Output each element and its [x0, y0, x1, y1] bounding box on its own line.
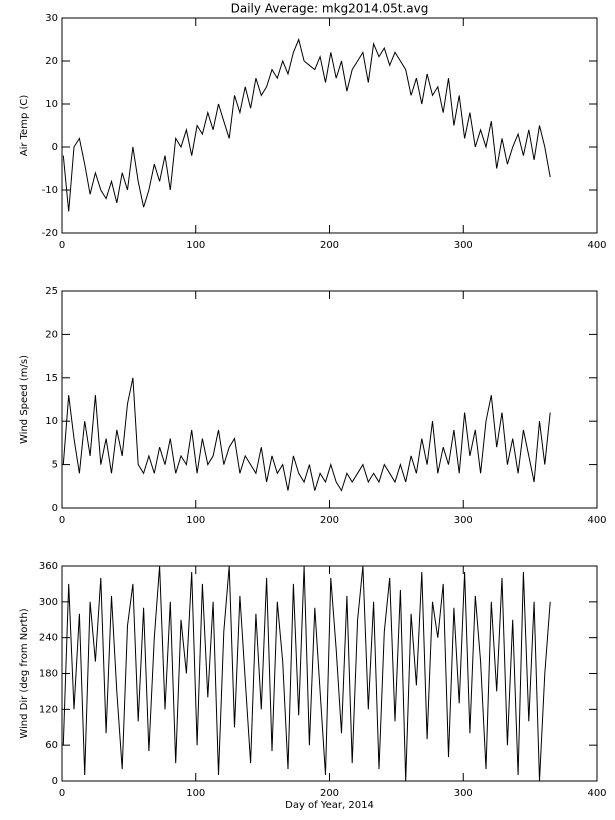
y-tick-label: 10 — [45, 416, 58, 427]
x-tick-label: 200 — [320, 240, 339, 251]
x-tick-label: 400 — [587, 240, 606, 251]
y-tick-label: 20 — [45, 56, 58, 67]
y-tick-label: 180 — [39, 669, 58, 680]
chart-title: Daily Average: mkg2014.05t.avg — [231, 2, 429, 16]
y-tick-label: 60 — [45, 740, 58, 751]
y-tick-label: 15 — [45, 373, 58, 384]
y-tick-label: 360 — [39, 561, 58, 572]
x-tick-label: 300 — [454, 515, 473, 526]
y-tick-label: 0 — [52, 776, 58, 787]
x-tick-label: 200 — [320, 788, 339, 799]
y-tick-label: 120 — [39, 704, 58, 715]
y-tick-label: -10 — [42, 185, 58, 196]
x-tick-label: 400 — [587, 788, 606, 799]
plot-frame — [61, 290, 598, 509]
y-tick-label: 20 — [45, 329, 58, 340]
x-tick-label: 300 — [454, 788, 473, 799]
x-tick-label: 0 — [59, 515, 65, 526]
y-tick-label: -20 — [42, 228, 58, 239]
data-line — [62, 37, 551, 212]
x-axis-label: Day of Year, 2014 — [285, 800, 374, 811]
y-tick-label: 0 — [52, 142, 58, 153]
x-tick-label: 100 — [186, 240, 205, 251]
y-axis-label: Wind Speed (m/s) — [19, 355, 30, 444]
data-line — [62, 565, 551, 782]
x-tick-label: 0 — [59, 788, 65, 799]
data-line — [62, 377, 551, 492]
y-tick-label: 25 — [45, 286, 58, 297]
x-tick-label: 100 — [186, 515, 205, 526]
x-tick-label: 100 — [186, 788, 205, 799]
x-tick-label: 0 — [59, 240, 65, 251]
y-tick-label: 0 — [52, 503, 58, 514]
y-tick-label: 30 — [45, 13, 58, 24]
x-tick-label: 200 — [320, 515, 339, 526]
y-axis-label: Air Temp (C) — [19, 95, 30, 157]
y-tick-label: 300 — [39, 597, 58, 608]
y-axis-label: Wind Dir (deg from North) — [19, 608, 30, 738]
x-tick-label: 400 — [587, 515, 606, 526]
y-tick-label: 10 — [45, 99, 58, 110]
x-tick-label: 300 — [454, 240, 473, 251]
y-tick-label: 5 — [52, 460, 58, 471]
y-tick-label: 240 — [39, 633, 58, 644]
